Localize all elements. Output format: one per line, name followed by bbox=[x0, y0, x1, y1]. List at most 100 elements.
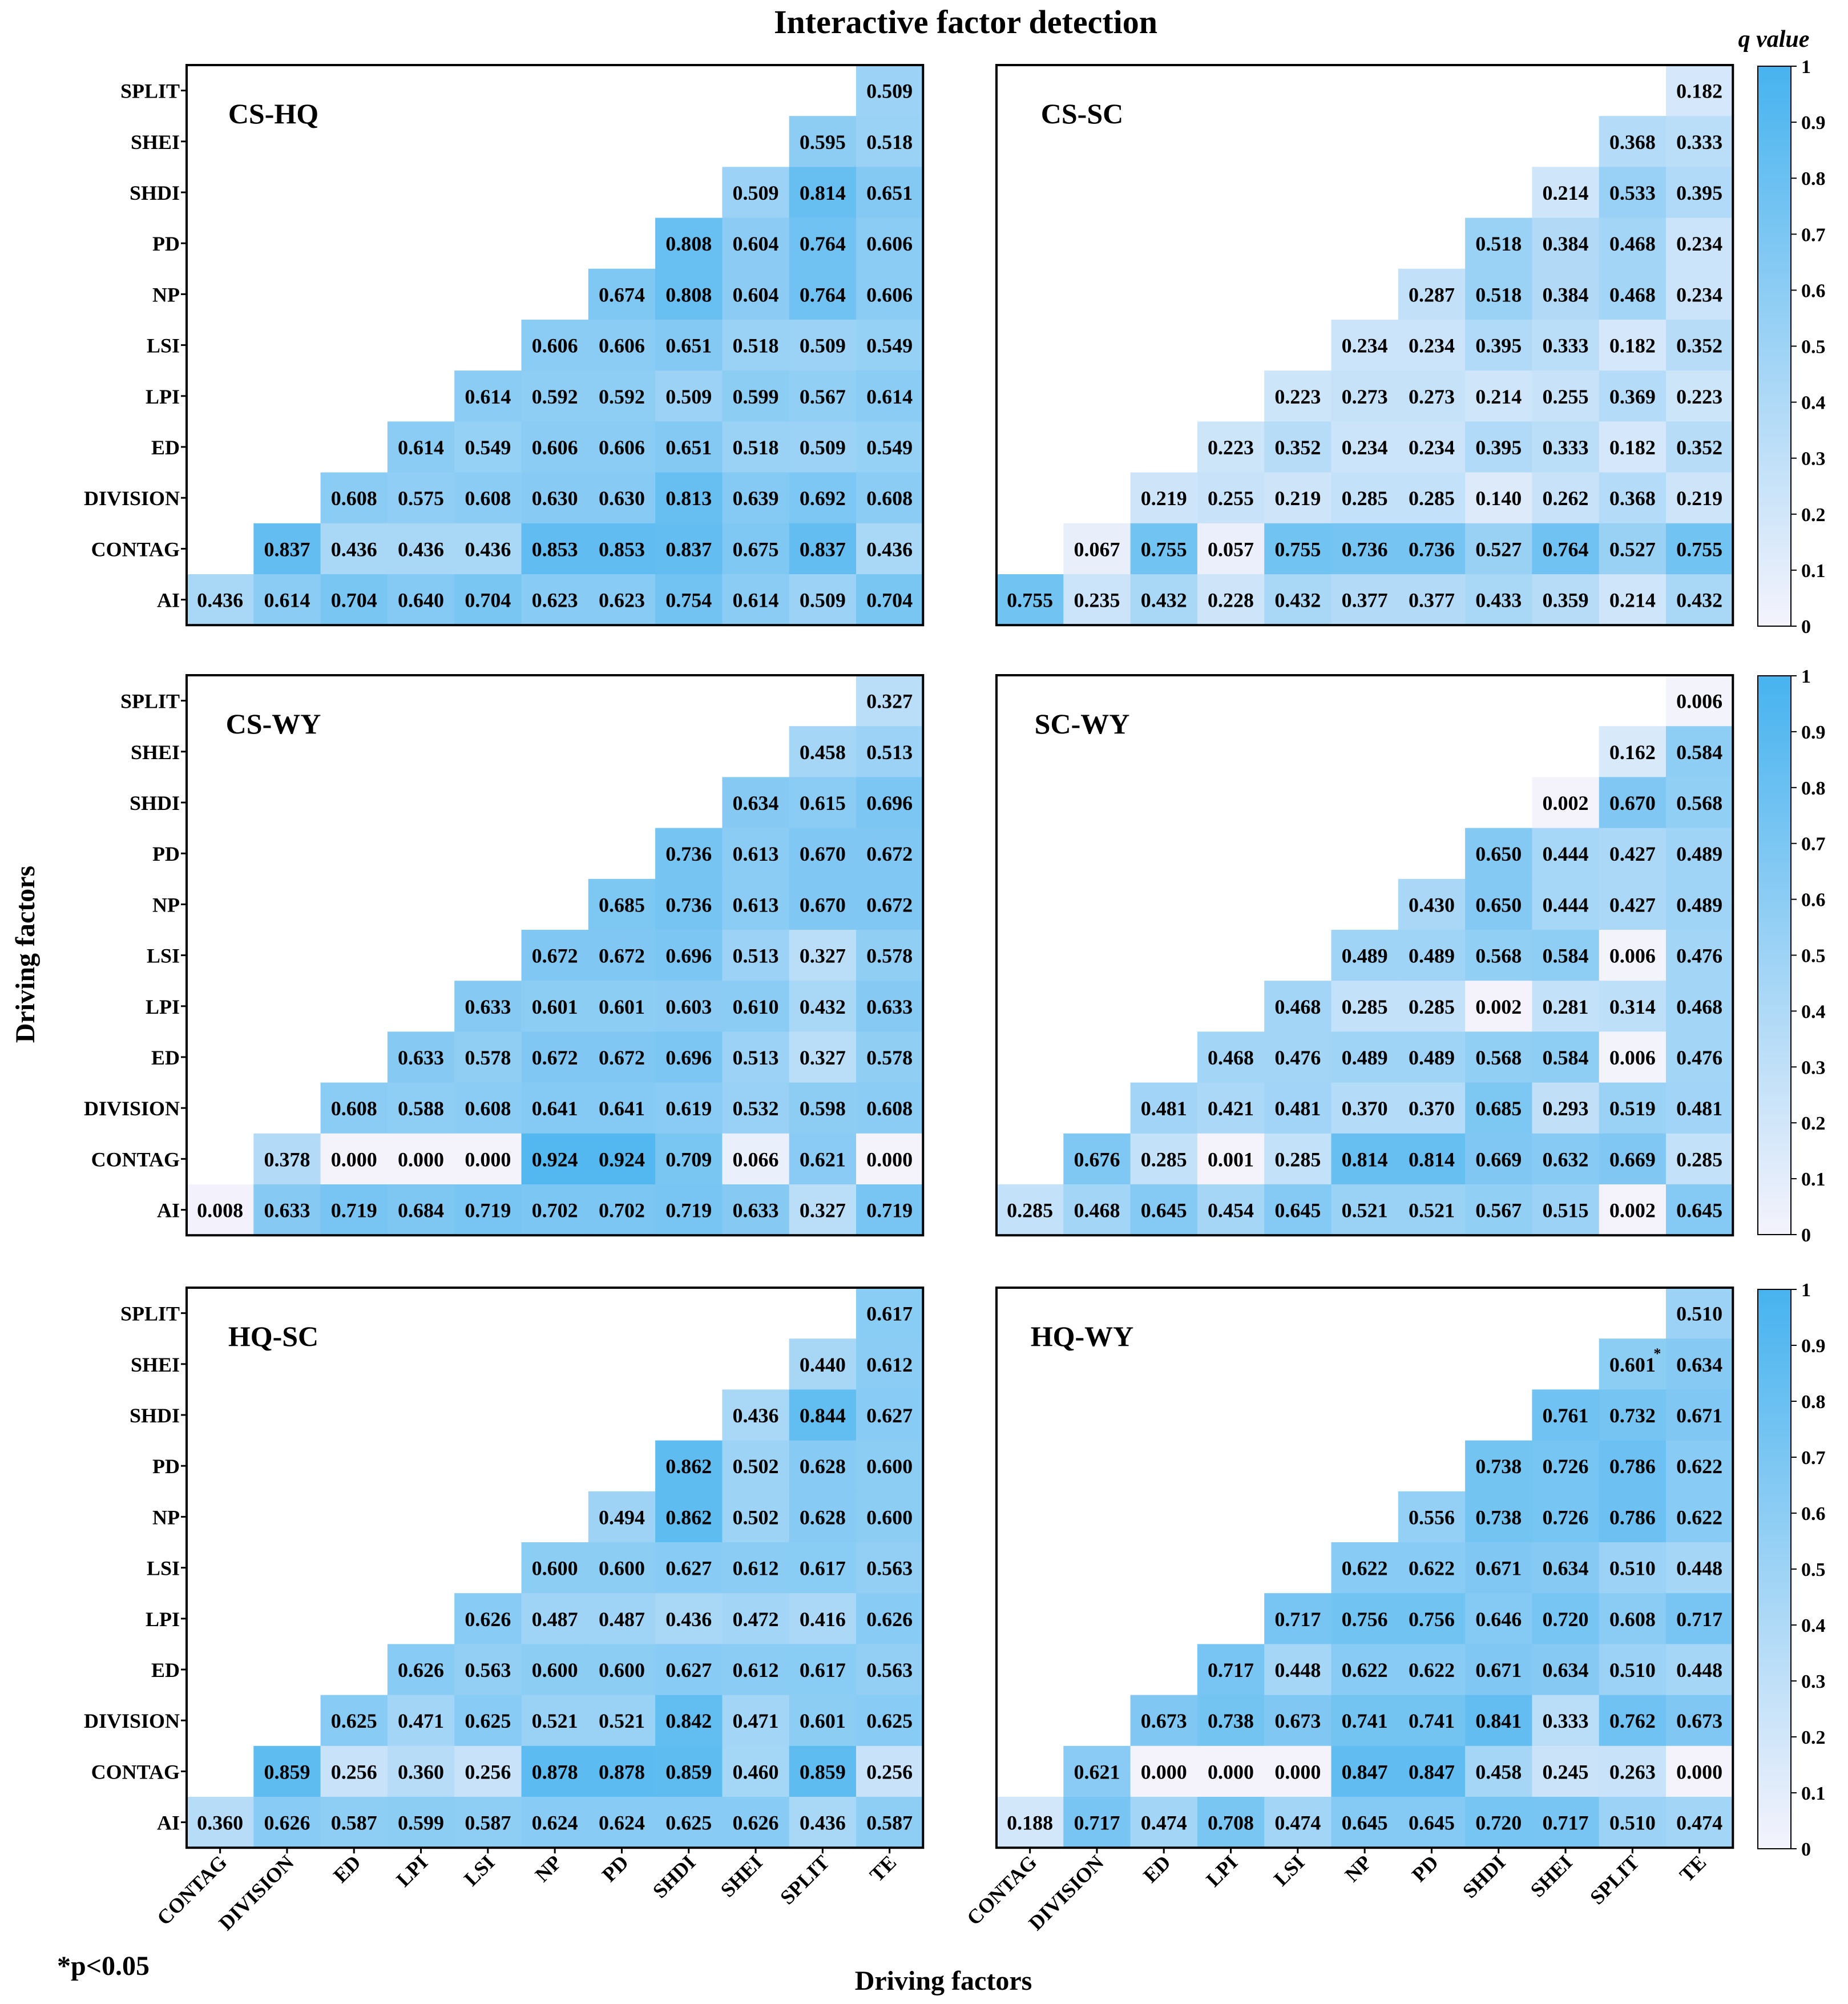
cell-value-label: 0.764 bbox=[1543, 538, 1589, 561]
colorbar-tick-label: 0.4 bbox=[1801, 1001, 1826, 1022]
heatmap-cell bbox=[655, 878, 723, 930]
heatmap-cell bbox=[789, 981, 857, 1032]
heatmap-cell bbox=[789, 828, 857, 880]
heatmap-cell bbox=[253, 1133, 321, 1185]
heatmap-cell bbox=[454, 370, 522, 422]
cell-value-label: 0.510 bbox=[1676, 1303, 1722, 1325]
cell-value-label: 0.433 bbox=[1475, 589, 1522, 612]
cell-value-label: 0.736 bbox=[665, 893, 712, 916]
cell-value-label: 0.669 bbox=[1475, 1148, 1522, 1171]
cell-value-label: 0.214 bbox=[1609, 589, 1656, 612]
cell-value-label: 0.622 bbox=[1676, 1506, 1722, 1529]
cell-value-label: 0.001 bbox=[1208, 1148, 1254, 1171]
heatmap-cell bbox=[1666, 1797, 1733, 1848]
panel-name: HQ-WY bbox=[1031, 1320, 1134, 1352]
cell-value-label: 0.471 bbox=[398, 1709, 444, 1732]
heatmap-cell bbox=[253, 574, 321, 626]
cell-value-label: 0.676 bbox=[1074, 1148, 1120, 1171]
cell-value-label: 0.862 bbox=[665, 1455, 712, 1478]
heatmap-cell bbox=[1465, 930, 1532, 981]
heatmap-cell bbox=[1532, 167, 1600, 219]
cell-value-label: 0.481 bbox=[1676, 1097, 1722, 1120]
cell-value-label: 0.444 bbox=[1543, 842, 1589, 865]
cell-value-label: 0.395 bbox=[1475, 334, 1522, 357]
cell-value-label: 0.634 bbox=[1676, 1353, 1722, 1376]
cell-value-label: 0.066 bbox=[733, 1148, 779, 1171]
heatmap-cell bbox=[1532, 320, 1600, 371]
heatmap-cell bbox=[1666, 421, 1733, 473]
heatmap-cell bbox=[1465, 1797, 1532, 1848]
cell-value-label: 0.625 bbox=[866, 1709, 913, 1732]
cell-value-label: 0.601 bbox=[800, 1709, 846, 1732]
cell-value-label: 0.448 bbox=[1274, 1659, 1321, 1682]
cell-value-label: 0.471 bbox=[733, 1709, 779, 1732]
cell-value-label: 0.645 bbox=[1676, 1199, 1722, 1222]
cell-value-label: 0.672 bbox=[599, 945, 645, 967]
cell-value-label: 0.696 bbox=[665, 945, 712, 967]
heatmap-cell bbox=[722, 1745, 790, 1797]
cell-value-label: 0.842 bbox=[665, 1709, 712, 1732]
heatmap-cell bbox=[856, 217, 923, 269]
heatmap-cell bbox=[789, 1695, 857, 1747]
heatmap-cell bbox=[588, 1031, 656, 1083]
heatmap-cell bbox=[1666, 1133, 1733, 1185]
cell-value-label: 0.518 bbox=[1475, 283, 1522, 306]
cell-value-label: 0.601 bbox=[532, 995, 578, 1018]
cell-value-label: 0.502 bbox=[733, 1455, 779, 1478]
cell-value-label: 0.436 bbox=[465, 538, 511, 561]
cell-value-label: 0.509 bbox=[866, 80, 913, 103]
cell-value-label: 0.853 bbox=[599, 538, 645, 561]
heatmap-cell bbox=[1532, 1389, 1600, 1441]
cell-value-label: 0.489 bbox=[1676, 842, 1722, 865]
heatmap-cell bbox=[1666, 1542, 1733, 1594]
heatmap-cell bbox=[1599, 726, 1667, 777]
heatmap-cell bbox=[1532, 1695, 1600, 1747]
heatmap-cell bbox=[789, 472, 857, 524]
heatmap-cell bbox=[655, 1593, 723, 1644]
heatmap-cell bbox=[655, 268, 723, 320]
cell-value-label: 0.472 bbox=[733, 1608, 779, 1631]
cell-value-label: 0.378 bbox=[264, 1148, 310, 1171]
cell-value-label: 0.285 bbox=[1676, 1148, 1722, 1171]
heatmap-cell bbox=[1532, 777, 1600, 829]
colorbar-tick-label: 0 bbox=[1801, 616, 1811, 638]
heatmap-cell bbox=[1666, 167, 1733, 219]
heatmap-cell bbox=[722, 217, 790, 269]
heatmap-cell bbox=[1599, 1695, 1667, 1747]
cell-value-label: 0.808 bbox=[665, 232, 712, 255]
cell-value-label: 0.460 bbox=[733, 1760, 779, 1783]
cell-value-label: 0.702 bbox=[599, 1199, 645, 1222]
cell-value-label: 0.519 bbox=[1609, 1097, 1656, 1120]
heatmap-cell bbox=[588, 1133, 656, 1185]
y-tick-label: AI bbox=[157, 589, 180, 612]
cell-value-label: 0.626 bbox=[733, 1812, 779, 1834]
cell-value-label: 0.568 bbox=[1475, 945, 1522, 967]
heatmap-cell bbox=[1599, 930, 1667, 981]
heatmap-cell bbox=[521, 1797, 589, 1848]
cell-value-label: 0.614 bbox=[733, 589, 779, 612]
heatmap-cell bbox=[722, 167, 790, 219]
heatmap-cell bbox=[856, 1440, 923, 1492]
heatmap-cell bbox=[1264, 574, 1332, 626]
heatmap-cell bbox=[789, 777, 857, 829]
cell-value-label: 0.762 bbox=[1609, 1709, 1656, 1732]
cell-value-label: 0.234 bbox=[1409, 436, 1455, 459]
y-tick-label: DIVISION bbox=[84, 1097, 180, 1120]
heatmap-cell bbox=[1130, 472, 1198, 524]
cell-value-label: 0.634 bbox=[1543, 1557, 1589, 1580]
heatmap-cell bbox=[856, 675, 923, 727]
cell-value-label: 0.002 bbox=[1543, 792, 1589, 814]
cell-value-label: 0.436 bbox=[665, 1608, 712, 1631]
cell-value-label: 0.395 bbox=[1475, 436, 1522, 459]
cell-value-label: 0.814 bbox=[1409, 1148, 1455, 1171]
heatmap-cell bbox=[722, 472, 790, 524]
heatmap-cell bbox=[655, 1491, 723, 1543]
colorbar-1: 0 0.1 0.2 0.3 0.4 0.5 0.6 0.7 0.8 0.9 1 bbox=[1757, 57, 1826, 638]
cell-value-label: 0.859 bbox=[800, 1760, 846, 1783]
panel-frame bbox=[995, 674, 1734, 1237]
cell-value-label: 0.672 bbox=[599, 1046, 645, 1069]
cell-value-label: 0.510 bbox=[1609, 1557, 1656, 1580]
heatmap-cell bbox=[1331, 370, 1399, 422]
heatmap-cell bbox=[1666, 523, 1733, 575]
cell-value-label: 0.633 bbox=[733, 1199, 779, 1222]
